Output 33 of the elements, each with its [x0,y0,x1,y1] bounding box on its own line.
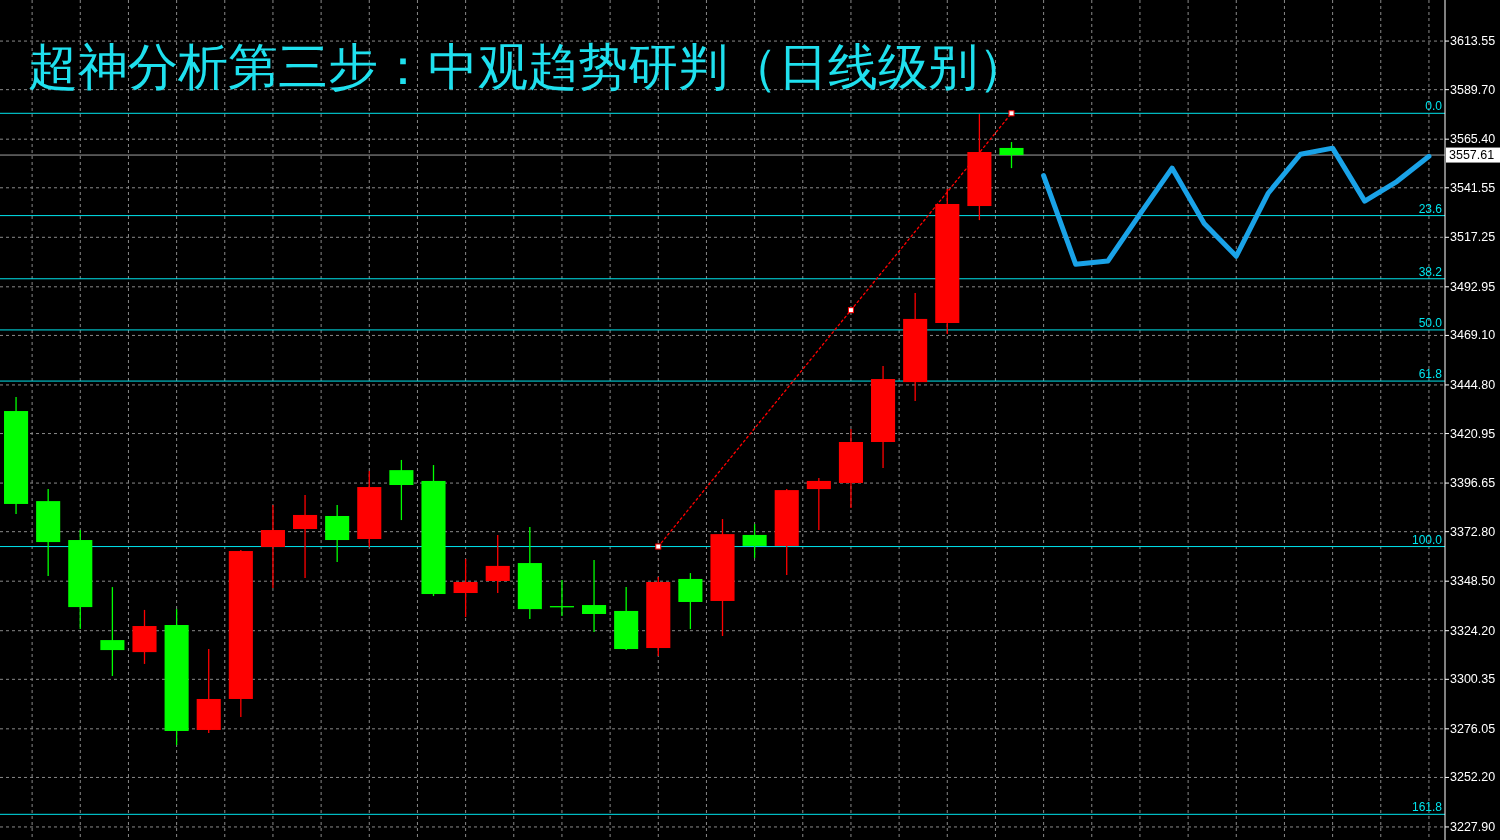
y-tick-label: 3444.80 [1450,377,1496,392]
annotation: 61.8 [1418,367,1443,382]
candlestick [293,494,318,579]
y-tick-label: 3492.95 [1450,279,1496,294]
y-tick-label: 3396.65 [1450,476,1496,491]
point [1008,110,1015,117]
y-tick-label: 3469.10 [1450,328,1496,343]
annotation: 38.2 [1418,264,1443,279]
y-tick-label: 3252.20 [1450,770,1496,785]
point [655,543,662,550]
y-tick-label: 3372.80 [1450,524,1496,539]
annotation: 0.0 [1425,99,1443,114]
candlestick [582,559,607,633]
annotation: 161.8 [1411,800,1443,815]
annotation: 23.6 [1418,201,1443,216]
y-tick-label: 3227.90 [1450,819,1496,834]
candlestick [999,141,1024,169]
y-tick-label: 3541.55 [1450,180,1496,195]
y-tick-label: 3420.95 [1450,426,1496,441]
point [847,307,854,314]
y-tick-label: 3300.35 [1450,672,1496,687]
y-tick-label: 3565.40 [1450,132,1496,147]
y-tick-label: 3517.25 [1450,230,1496,245]
y-tick-label: 3589.70 [1450,82,1496,97]
y-tick-label: 3613.55 [1450,34,1496,49]
annotation: 100.0 [1411,532,1443,547]
y-tick-label: 3348.50 [1450,574,1496,589]
annotation: 50.0 [1418,315,1443,330]
ref-line-label: 3557.61 [1449,148,1495,163]
text: 超神分析第三步：中观趋势研判（日线级别） [28,39,1028,95]
y-tick-label: 3324.20 [1450,623,1496,638]
y-tick-label: 3276.05 [1450,721,1496,736]
candlestick [100,586,125,677]
